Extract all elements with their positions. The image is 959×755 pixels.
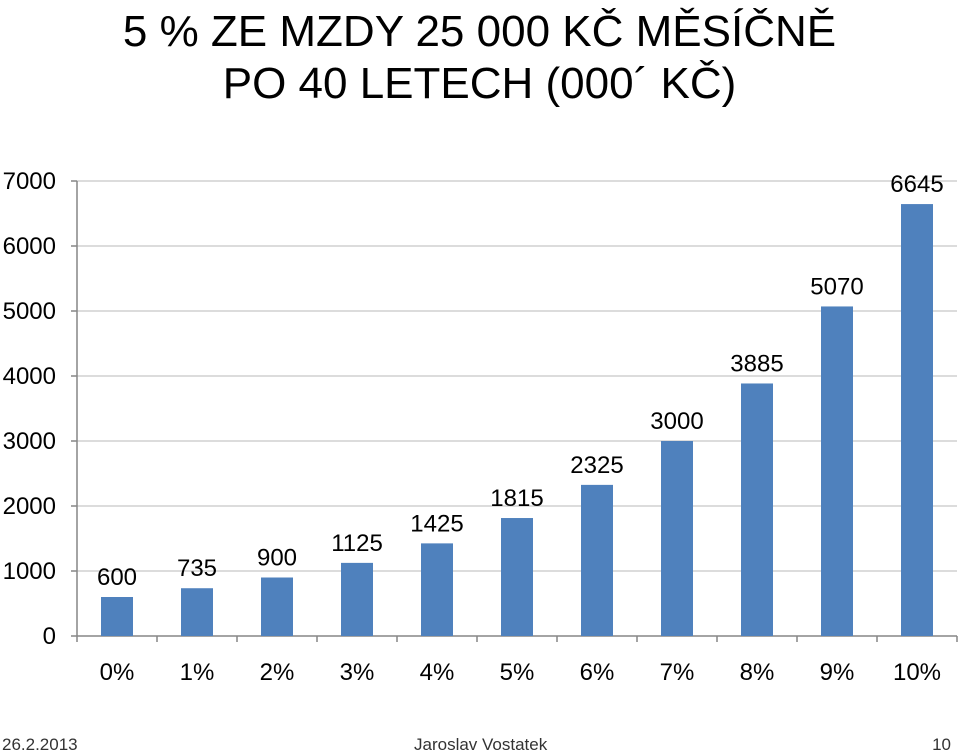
data-label: 3000 (650, 408, 703, 435)
data-label: 735 (177, 555, 217, 582)
data-labels: 600 735 900 1125 1425 1815 2325 3000 3885 5070 664… (97, 171, 944, 591)
footer-page-number: 10 (932, 735, 951, 754)
footer-date: 26.2.2013 (2, 735, 78, 754)
bars (101, 204, 933, 636)
data-label: 1125 (331, 530, 383, 557)
x-tick-label: 8% (740, 659, 775, 686)
y-tick-label: 3000 (3, 428, 56, 455)
title-line-2: PO 40 LETECH (000´ KČ) (222, 59, 737, 108)
bar-10% (901, 204, 933, 636)
data-label: 900 (257, 545, 297, 572)
x-tick-label: 10% (893, 659, 941, 686)
y-tick-label: 1000 (3, 558, 56, 585)
x-tick-label: 4% (420, 659, 455, 686)
x-tick-label: 1% (180, 659, 215, 686)
footer-author: Jaroslav Vostatek (414, 735, 548, 754)
bar-8% (741, 383, 773, 636)
bar-4% (421, 543, 453, 636)
bar-2% (261, 577, 293, 636)
data-label: 3885 (730, 350, 783, 377)
x-tick-label: 9% (820, 659, 855, 686)
x-tick-label: 6% (580, 659, 615, 686)
bar-0% (101, 597, 133, 636)
bar-3% (341, 562, 373, 636)
x-tick-label: 2% (260, 659, 295, 686)
x-tick-label: 7% (660, 659, 695, 686)
y-tick-label: 5000 (3, 298, 56, 325)
y-tick-label: 0 (43, 623, 56, 650)
y-tick-label: 6000 (3, 233, 56, 260)
bar-9% (821, 306, 853, 636)
bar-1% (181, 588, 213, 636)
y-tick-label: 2000 (3, 493, 56, 520)
x-tick-label: 0% (100, 659, 135, 686)
y-tick-label: 4000 (3, 363, 56, 390)
gridlines (77, 180, 957, 572)
data-label: 1425 (410, 510, 463, 537)
data-label: 2325 (570, 452, 623, 479)
bar-6% (581, 484, 613, 636)
bar-5% (501, 518, 533, 636)
data-label: 1815 (490, 485, 543, 512)
data-label: 600 (97, 564, 137, 591)
title-line-1: 5 % ZE MZDY 25 000 KČ MĚSÍČNĚ (122, 7, 837, 56)
data-label: 6645 (890, 171, 943, 198)
x-tick-label: 5% (500, 659, 535, 686)
x-tick-label: 3% (340, 659, 375, 686)
data-label: 5070 (810, 273, 863, 300)
y-tick-label: 7000 (3, 168, 56, 195)
bar-7% (661, 441, 693, 636)
chart-title: 5 % ZE MZDY 25 000 KČ MĚSÍČNĚ PO 40 LETE… (0, 6, 959, 110)
tick-labels: 0 1000 2000 3000 4000 5000 6000 7000 0% 1% 2% 3% 4% 5… (3, 168, 941, 686)
